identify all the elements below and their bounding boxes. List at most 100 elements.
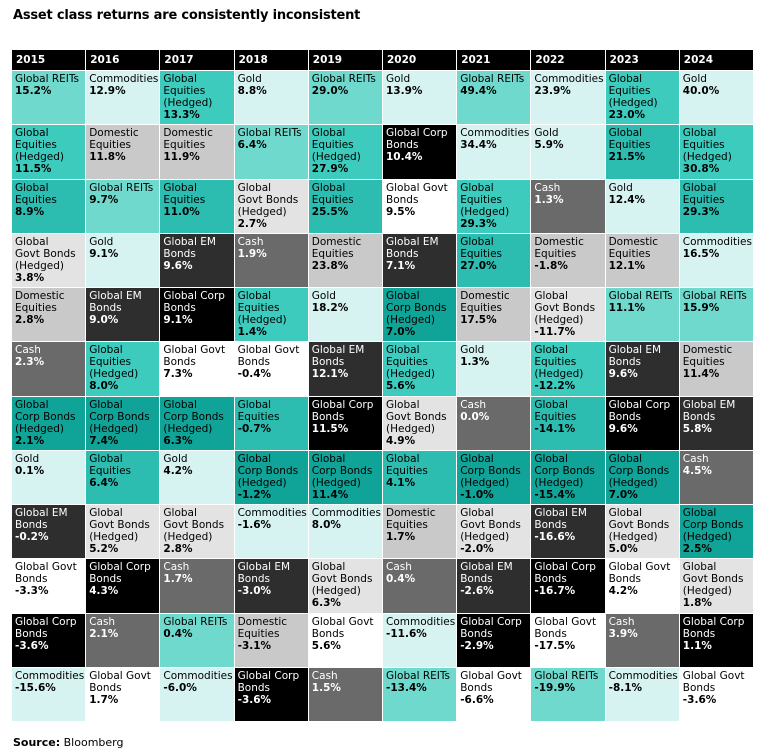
return-cell: Global Corp Bonds (Hedged) 2.1% [12,396,87,451]
asset-label: Cash [608,615,635,628]
return-cell: Global Equities (Hedged) 30.8% [679,125,754,180]
return-cell: Global Govt Bonds 5.6% [308,613,383,668]
return-cell: Global Govt Bonds (Hedged) 2.8% [160,505,235,560]
return-cell: Gold 8.8% [234,71,309,126]
return-cell: Global Govt Bonds 1.7% [86,667,161,722]
return-cell: Global EM Bonds 9.6% [605,342,680,397]
return-value: 13.3% [163,109,200,121]
return-value: 7.0% [608,488,638,501]
return-value: 5.8% [682,422,712,435]
return-cell: Domestic Equities 11.4% [679,342,754,397]
asset-label: Global Equities (Hedged) [386,344,436,381]
asset-label: Global Govt Bonds [15,561,77,586]
return-value: 2.1% [15,434,45,447]
return-value: 30.8% [682,163,720,176]
asset-label: Global Corp Bonds [311,398,374,423]
return-cell: Gold 40.0% [679,71,754,126]
return-cell: Global Equities -14.1% [531,396,606,451]
asset-label: Cash [386,561,412,574]
return-value: 4.3% [89,585,119,598]
return-cell: Gold 9.1% [86,233,161,288]
asset-label: Global Corp Bonds [163,290,225,314]
asset-label: Global Corp Bonds (Hedged) [237,452,299,489]
return-value: -1.0% [460,488,494,501]
asset-label: Global Govt Bonds [163,344,226,369]
year-header: 2023 [605,50,680,70]
return-value: 12.1% [311,368,349,381]
return-cell: Commodities 12.9% [86,71,161,126]
return-cell: Global Corp Bonds (Hedged) 11.4% [308,450,383,505]
asset-label: Global Equities [237,398,280,423]
asset-label: Commodities [534,73,604,85]
asset-label: Global Corp Bonds (Hedged) [608,452,670,489]
return-value: 0.0% [460,410,490,423]
return-value: 13.9% [386,85,423,97]
year-header: 2016 [86,50,161,70]
asset-label: Global Corp Bonds [534,561,596,586]
return-cell: Domestic Equities 2.8% [12,288,87,343]
return-cell: Global EM Bonds 12.1% [308,342,383,397]
return-value: 9.1% [89,247,119,260]
return-cell: Global REITs 9.7% [86,179,161,234]
return-value: 4.2% [608,585,638,598]
return-cell: Global Corp Bonds (Hedged) 7.0% [383,288,458,343]
return-cell: Global EM Bonds 9.6% [160,233,235,288]
return-cell: Global Govt Bonds (Hedged) 4.9% [383,396,458,451]
return-cell: Commodities -11.6% [383,613,458,668]
asset-label: Commodities [460,127,530,140]
asset-label: Global Corp Bonds (Hedged) [89,398,150,435]
return-cell: Global Equities (Hedged) 23.0% [605,71,680,126]
return-value: 1.3% [460,356,490,369]
return-cell: Commodities 34.4% [457,125,532,180]
asset-label: Domestic Equities [608,235,659,260]
return-value: 2.8% [163,543,193,555]
asset-label: Global Corp Bonds (Hedged) [163,398,224,435]
return-value: 25.5% [311,205,349,218]
return-cell: Cash 1.3% [531,179,606,234]
return-cell: Gold 4.2% [160,450,235,505]
return-cell: Global Corp Bonds (Hedged) -1.2% [234,450,309,505]
return-cell: Domestic Equities 12.1% [605,233,680,288]
return-value: 11.8% [89,151,126,164]
return-cell: Global Equities 6.4% [86,450,161,505]
return-cell: Global Govt Bonds (Hedged) -11.7% [531,288,606,343]
asset-label: Global Equities [386,452,428,477]
asset-label: Gold [237,73,262,85]
return-cell: Global Equities (Hedged) 27.9% [308,125,383,180]
return-value: -2.9% [460,639,494,652]
return-value: -12.2% [534,380,576,393]
return-cell: Global Corp Bonds 4.3% [86,559,161,614]
return-cell: Global Corp Bonds 10.4% [383,125,458,180]
return-value: -1.2% [237,488,272,501]
asset-label: Global EM Bonds [311,344,365,369]
return-cell: Global Govt Bonds (Hedged) 2.7% [234,179,309,234]
return-value: 5.0% [608,543,638,555]
return-cell: Global Corp Bonds (Hedged) -1.0% [457,450,532,505]
asset-label: Global Equities [311,181,354,206]
return-cell: Global REITs 6.4% [234,125,309,180]
year-header: 2021 [457,50,532,70]
asset-label: Global Corp Bonds [237,669,300,694]
return-value: 3.9% [608,627,638,640]
return-cell: Global REITs 29.0% [308,71,383,126]
return-cell: Global EM Bonds -0.2% [12,505,87,560]
return-value: 9.7% [89,193,119,206]
asset-label: Domestic Equities [534,235,584,260]
year-header: 2017 [160,50,235,70]
return-value: 0.4% [163,627,193,640]
asset-label: Global Govt Bonds (Hedged) [460,507,521,543]
return-value: 34.4% [460,139,497,152]
year-header: 2019 [308,50,383,70]
return-value: -0.2% [15,531,49,543]
return-cell: Commodities 8.0% [308,505,383,560]
asset-label: Global Govt Bonds (Hedged) [534,290,596,326]
asset-label: Global Corp Bonds (Hedged) [460,452,521,489]
return-cell: Commodities 16.5% [679,233,754,288]
return-value: 6.3% [163,434,193,447]
return-cell: Global Govt Bonds 4.2% [605,559,680,614]
return-value: 7.4% [89,434,119,447]
asset-label: Global Corp Bonds [608,398,671,423]
asset-label: Global EM Bonds [89,290,142,314]
asset-label: Domestic Equities [163,127,213,152]
return-cell: Global EM Bonds -3.0% [234,559,309,614]
